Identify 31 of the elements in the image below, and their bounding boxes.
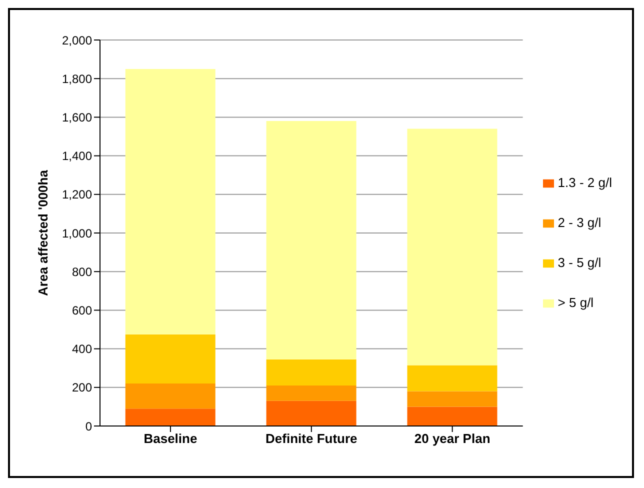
y-tick-label: 1,200 (62, 188, 92, 202)
y-tick-label: 2,000 (62, 33, 92, 48)
y-tick-label: 400 (72, 342, 92, 356)
bar (407, 128, 498, 366)
bar (407, 391, 498, 407)
bar (407, 365, 498, 392)
legend-label: 3 - 5 g/l (558, 255, 602, 270)
bar (266, 121, 356, 360)
x-tick-label: Definite Future (266, 431, 358, 446)
y-axis-title: Area affected '000ha (36, 169, 51, 296)
bar (125, 384, 216, 409)
y-tick-label: 1,600 (62, 110, 92, 124)
bar (266, 359, 356, 386)
y-tick-label: 800 (72, 264, 92, 279)
y-tick-label: 1,800 (62, 72, 92, 86)
y-tick-label: 1,000 (62, 226, 92, 240)
x-tick-label: 20 year Plan (414, 431, 490, 446)
bar (125, 408, 216, 426)
y-tick-label: 600 (72, 303, 92, 318)
y-tick-label: 1,400 (62, 149, 92, 164)
legend-label: > 5 g/l (558, 295, 594, 310)
y-tick-label: 0 (85, 419, 92, 434)
x-tick-label: Baseline (144, 431, 198, 446)
y-tick-label: 200 (72, 380, 92, 395)
bar (266, 385, 356, 401)
bar (407, 406, 498, 426)
bar (266, 400, 356, 426)
legend-label: 2 - 3 g/l (558, 215, 602, 230)
legend-label: 1.3 - 2 g/l (558, 175, 612, 190)
bar (125, 334, 216, 384)
bar (125, 68, 216, 334)
